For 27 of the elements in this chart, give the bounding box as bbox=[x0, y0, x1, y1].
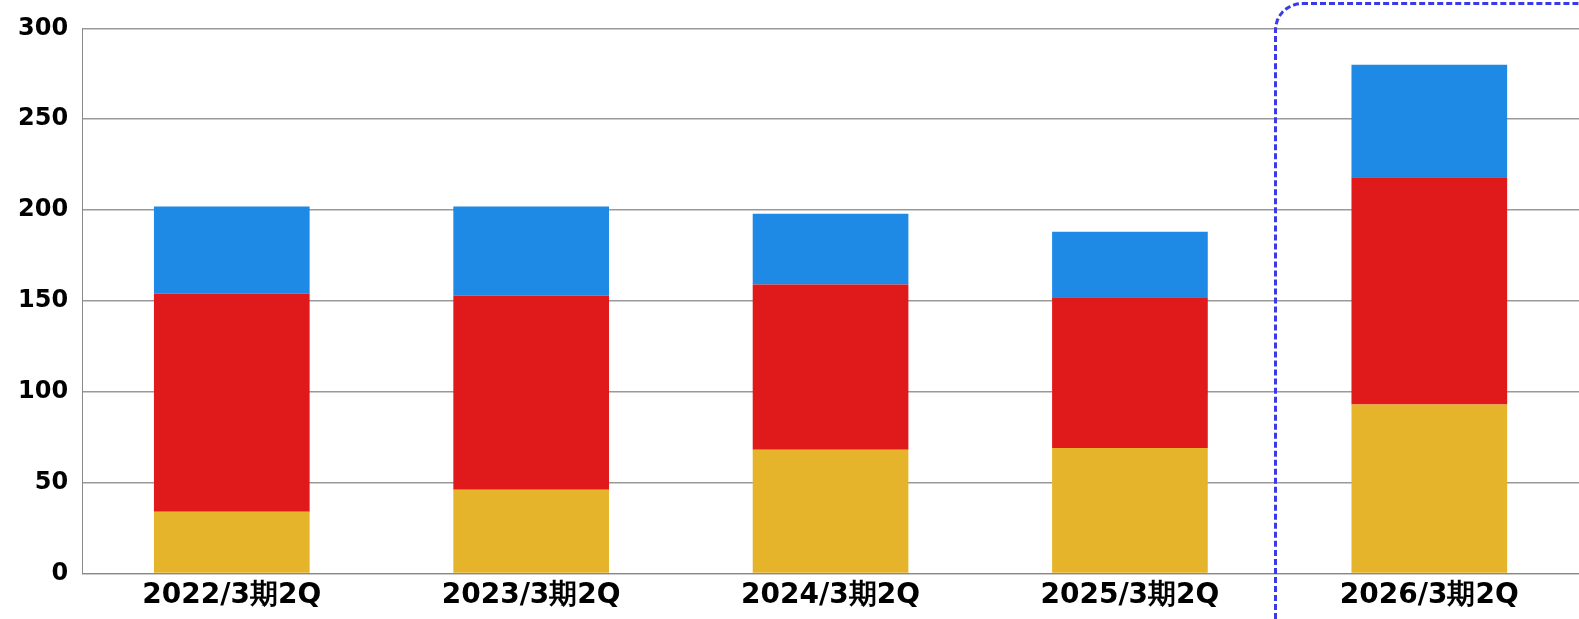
y-tick-label: 100 bbox=[17, 375, 69, 404]
bar bbox=[752, 449, 909, 573]
bar bbox=[453, 206, 610, 296]
bar bbox=[752, 284, 909, 450]
x-tick-label: 2026/3期2Q bbox=[1339, 577, 1519, 611]
y-tick-label: 50 bbox=[34, 466, 69, 495]
bar bbox=[1351, 404, 1508, 573]
bar bbox=[1351, 177, 1508, 405]
y-tick-label: 0 bbox=[51, 557, 69, 586]
bar bbox=[1052, 448, 1208, 573]
y-tick-label: 250 bbox=[17, 103, 69, 132]
bar bbox=[1052, 231, 1208, 298]
bar bbox=[153, 511, 310, 573]
bar bbox=[153, 293, 310, 512]
bar bbox=[1052, 297, 1208, 449]
y-tick-label: 300 bbox=[17, 12, 69, 41]
y-tick-label: 150 bbox=[17, 285, 69, 314]
x-tick-label: 2022/3期2Q bbox=[142, 577, 322, 611]
x-tick-label: 2025/3期2Q bbox=[1040, 577, 1220, 611]
x-tick-label: 2023/3期2Q bbox=[441, 577, 621, 611]
x-tick-label: 2024/3期2Q bbox=[741, 577, 921, 611]
bar bbox=[752, 213, 909, 285]
bar bbox=[153, 206, 310, 294]
y-tick-label: 200 bbox=[17, 194, 69, 223]
bar bbox=[453, 295, 610, 490]
bar bbox=[1351, 64, 1508, 178]
bar bbox=[453, 489, 610, 573]
